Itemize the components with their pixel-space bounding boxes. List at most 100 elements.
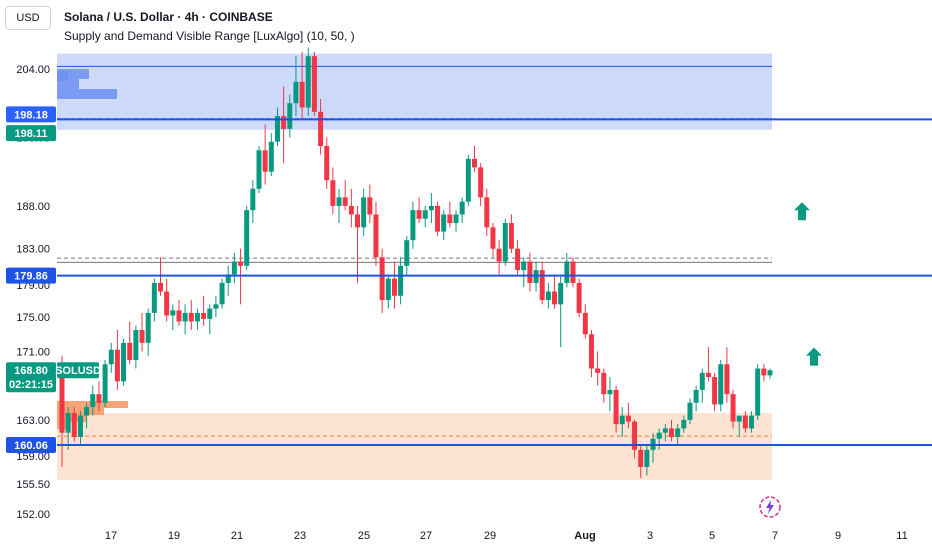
candle-body <box>545 291 551 301</box>
candle-body <box>588 334 594 369</box>
candle-body <box>502 223 508 262</box>
candle-body <box>373 214 379 258</box>
price-tags-layer: 198.18 198.11 179.86 160.06 168.80 02:21:15SO… <box>6 106 101 454</box>
candle-body <box>471 158 477 168</box>
candle-body <box>465 158 471 202</box>
candle-body <box>231 261 237 275</box>
currency-button[interactable]: USD <box>5 6 51 30</box>
candle-body <box>625 415 631 422</box>
candle-body <box>391 278 397 296</box>
candle-body <box>552 291 558 305</box>
levels-layer <box>57 118 932 447</box>
candle-body <box>712 377 718 405</box>
candle-body <box>736 415 742 422</box>
last-price-bg <box>6 362 56 393</box>
mid-level-tag: 179.86 <box>14 271 48 283</box>
candle-body <box>262 150 268 172</box>
markers-layer <box>794 202 822 366</box>
candle-body <box>422 210 428 219</box>
mid-level-tag-bg <box>6 267 56 284</box>
candle-body <box>114 349 120 382</box>
candle-body <box>441 214 447 232</box>
candle-body <box>318 111 324 147</box>
candle-body <box>330 180 336 206</box>
candle-body <box>158 282 164 292</box>
candle-body <box>662 428 668 433</box>
supply-level-tag-bg <box>6 125 56 142</box>
y-tick-label: 152.00 <box>16 509 50 521</box>
candle-body <box>749 415 755 429</box>
candles-layer <box>59 47 773 479</box>
candle-body <box>84 407 90 416</box>
candle-body <box>176 310 182 322</box>
candle-body <box>687 402 693 420</box>
x-tick-label: 21 <box>231 530 243 542</box>
candle-body <box>194 312 200 322</box>
demand-profile-bar <box>57 415 86 422</box>
y-tick-label: 159.00 <box>16 451 50 463</box>
supply-vol-tag: 198.18 <box>14 109 48 121</box>
candle-body <box>490 227 496 249</box>
candle-body <box>385 278 391 301</box>
symbol-tag: SOLUSD <box>55 365 101 377</box>
x-tick-label: 3 <box>647 530 653 542</box>
candle-body <box>453 214 459 224</box>
candle-body <box>724 364 730 395</box>
supply-level-tag: 198.11 <box>14 128 47 140</box>
candle-body <box>459 201 465 215</box>
supply-vol-tag-bg <box>6 106 56 123</box>
up-arrow-icon <box>794 202 810 221</box>
x-axis: 17 19 21 23 25 27 29 Aug 3 5 7 9 11 <box>105 530 908 542</box>
candle-body <box>367 197 373 215</box>
candle-body <box>496 248 502 262</box>
up-arrow-icon <box>806 347 822 366</box>
supply-profile-bar <box>57 89 117 99</box>
candle-body <box>133 330 139 360</box>
candle-body <box>164 291 170 316</box>
candle-body <box>268 141 274 172</box>
x-tick-label: 7 <box>772 530 778 542</box>
indicator-line[interactable]: Supply and Demand Visible Range [LuxAlgo… <box>64 29 355 43</box>
countdown-tag: 02:21:15 <box>9 379 53 391</box>
candle-body <box>213 304 219 309</box>
candle-body <box>644 449 650 467</box>
x-tick-label: Aug <box>574 530 595 542</box>
x-tick-label: 11 <box>896 530 907 542</box>
candle-body <box>767 370 773 376</box>
y-tick-label: 171.00 <box>16 346 50 358</box>
candle-body <box>668 428 674 437</box>
candle-body <box>250 188 256 211</box>
candle-body <box>256 150 262 189</box>
demand-zone <box>57 413 772 480</box>
symbol-tag-bg <box>57 362 99 379</box>
x-tick-label: 27 <box>420 530 432 542</box>
candle-body <box>336 197 342 206</box>
symbol-line[interactable]: Solana / U.S. Dollar · 4h · COINBASE <box>64 10 273 24</box>
x-tick-label: 29 <box>484 530 496 542</box>
candle-body <box>699 372 705 390</box>
candle-body <box>398 265 404 296</box>
candle-body <box>755 368 761 416</box>
candle-body <box>225 274 231 283</box>
x-tick-label: 5 <box>709 530 715 542</box>
y-tick-label: 155.50 <box>16 479 50 491</box>
candle-body <box>281 116 287 129</box>
candle-body <box>139 330 145 343</box>
candle-body <box>515 248 521 271</box>
candle-body <box>305 56 311 108</box>
candle-body <box>601 372 607 395</box>
y-tick-label: 175.00 <box>16 312 50 324</box>
candle-body <box>311 56 317 112</box>
candle-body <box>632 421 638 450</box>
candle-body <box>705 372 711 378</box>
candle-body <box>348 205 354 215</box>
candle-body <box>65 413 71 433</box>
lightning-icon[interactable] <box>758 495 782 519</box>
candle-body <box>576 282 582 313</box>
candle-body <box>613 389 619 425</box>
candle-body <box>718 364 724 405</box>
zones-layer <box>57 53 772 480</box>
chart-legend: Solana / U.S. Dollar · 4h · COINBASE Sup… <box>64 8 355 46</box>
candle-body <box>681 419 687 429</box>
